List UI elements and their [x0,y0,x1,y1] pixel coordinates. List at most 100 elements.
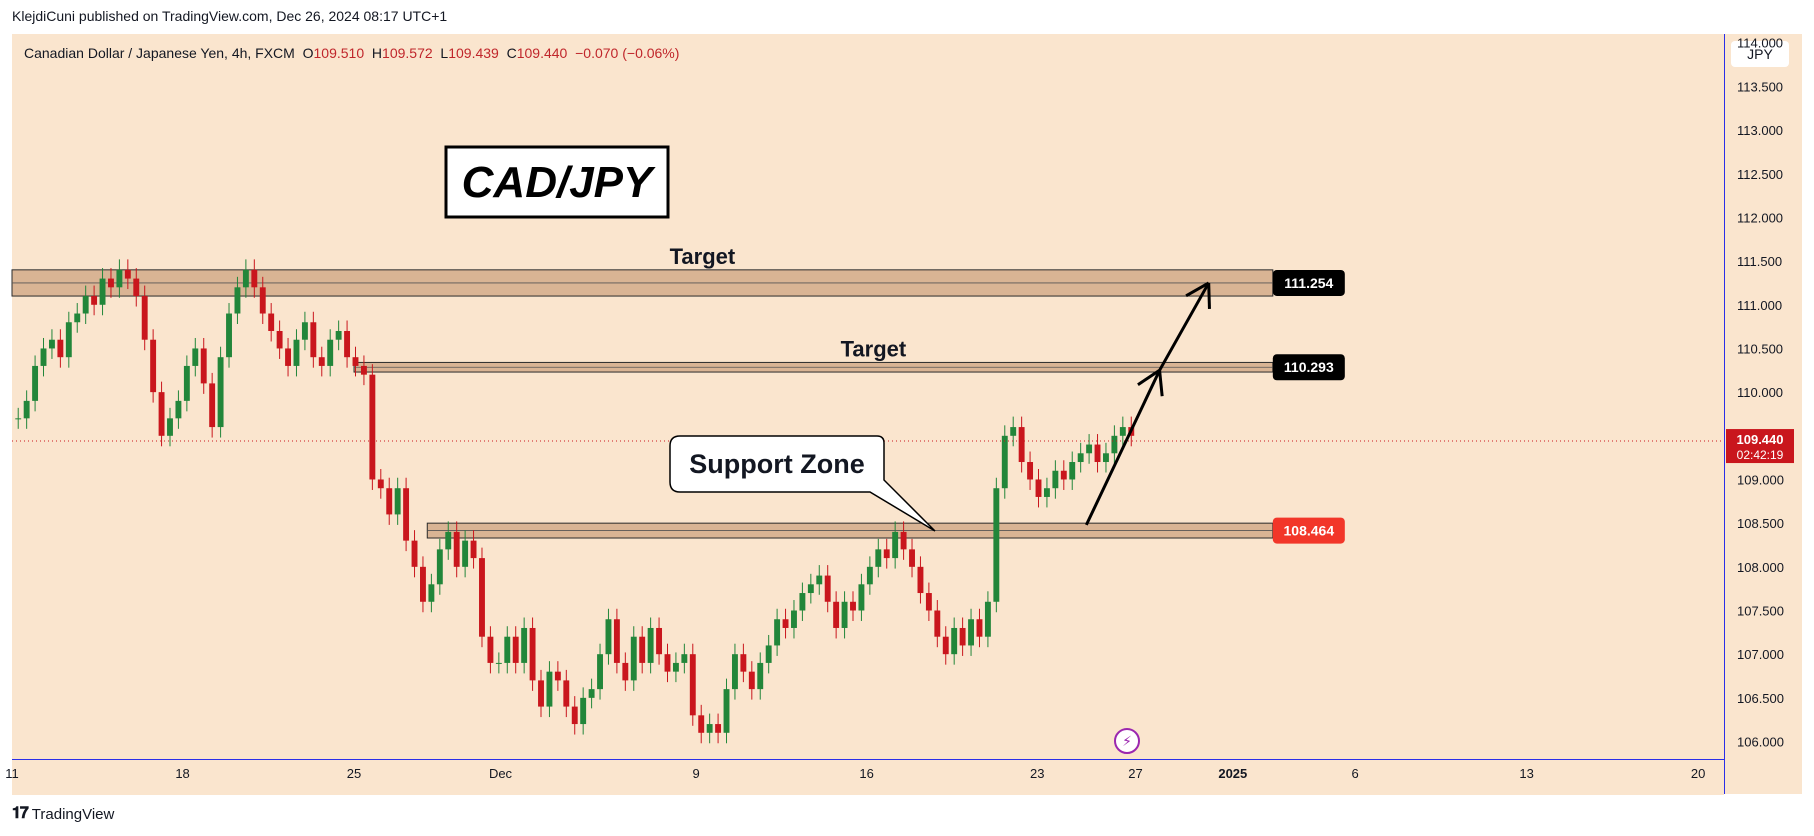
time-tick-label: 13 [1519,766,1533,781]
time-axis[interactable] [12,759,1724,795]
candle-body [57,339,64,358]
candle-body [360,365,367,375]
time-tick-label: 16 [859,766,873,781]
candle-body [672,662,679,672]
candle-body [108,278,114,288]
candle-body [993,488,1000,602]
candle-body [942,636,949,655]
candle-body [386,488,393,515]
candle-body [175,400,182,419]
candle-body [116,269,123,288]
candle-body [344,330,351,358]
candle-body [698,715,705,733]
price-tick-label: 111.500 [1737,254,1782,269]
candle-body [504,636,511,663]
price-tick-label: 113.500 [1737,79,1783,94]
time-tick-label: 20 [1691,766,1705,781]
candle-body [226,313,232,358]
support-zone-callout-text: Support Zone [689,449,864,479]
candle-body [91,296,98,305]
title-box [444,145,670,219]
candle-body [681,654,688,663]
candle-body [613,619,620,663]
candle-body [428,584,435,602]
candle-body [1069,462,1076,480]
candle-body [487,636,494,663]
candle-body [167,418,173,436]
price-tick-label: 110.000 [1737,385,1783,400]
currency-button[interactable]: JPY [1731,41,1789,67]
candle-body [580,697,587,725]
candle-body [1103,453,1109,463]
candle-body [335,330,342,340]
candle-body [1086,444,1093,454]
candle-body [285,348,291,366]
candle-body [1111,435,1118,454]
close-value: 109.440 [516,45,568,61]
symbol-legend: Canadian Dollar / Japanese Yen, 4h, FXCM… [24,45,679,61]
candle-body [892,531,899,559]
candle-body [192,348,199,366]
candle-body [124,269,131,279]
close-label: C [506,45,517,61]
chart-area[interactable] [12,34,1724,759]
candle-body [529,627,536,681]
candle-body [150,339,157,393]
price-tick-label: 107.500 [1737,604,1784,619]
candle-body [841,601,848,628]
price-tick-label: 114.000 [1737,36,1783,51]
candle-body [866,566,873,585]
candle-body [1077,453,1084,463]
target-zone-upper-price-text: 111.254 [1284,275,1333,291]
candle-body [1018,427,1025,463]
candle-body [479,558,485,637]
price-tick-label: 113.000 [1737,123,1783,138]
candle-body [420,566,426,602]
candle-body [630,636,637,681]
candle-body [1027,462,1034,480]
low-label: L [440,45,449,61]
candle-body [65,322,72,358]
price-axis[interactable] [1724,34,1802,794]
candle-body [411,540,418,567]
candle-body [377,479,384,489]
tradingview-brand: TradingView [31,805,115,823]
candle-body [1060,470,1067,480]
candle-body [858,584,865,611]
candle-body [1119,427,1126,436]
candle-body [740,654,747,672]
candle-body [934,610,941,637]
tradingview-logo-icon: 𝟏𝟕 [12,805,29,822]
last-price-value: 109.440 [1737,432,1784,447]
target-zone-upper-label: Target [670,244,736,269]
candle-body [757,662,764,690]
candle-body [1094,444,1101,463]
time-tick-label: 9 [692,766,699,781]
candle-body [209,383,216,428]
candle-body [546,671,553,707]
candle-body [318,357,325,366]
candle-body [689,654,696,716]
candle-body [445,531,452,550]
candle-body [706,724,713,733]
candle-body [352,357,359,366]
candle-body [512,636,519,663]
price-tick-label: 106.000 [1737,735,1784,750]
price-tick-label: 108.500 [1737,516,1784,531]
candle-body [554,671,561,681]
candle-body [951,627,958,655]
time-tick-label: 11 [5,766,19,781]
candle-body [563,680,570,707]
lightning-icon [1114,728,1140,754]
candle-body [369,374,376,480]
support-zone-callout [669,435,936,532]
candle-body [1035,479,1042,497]
candle-body [40,348,47,366]
target-zone-lower-price-box [1272,354,1345,381]
candle-body [183,365,190,401]
candle-body [917,566,924,594]
last-price-countdown: 02:42:19 [1737,448,1784,462]
projection-arrow [1084,282,1211,526]
candle-body [133,278,140,297]
